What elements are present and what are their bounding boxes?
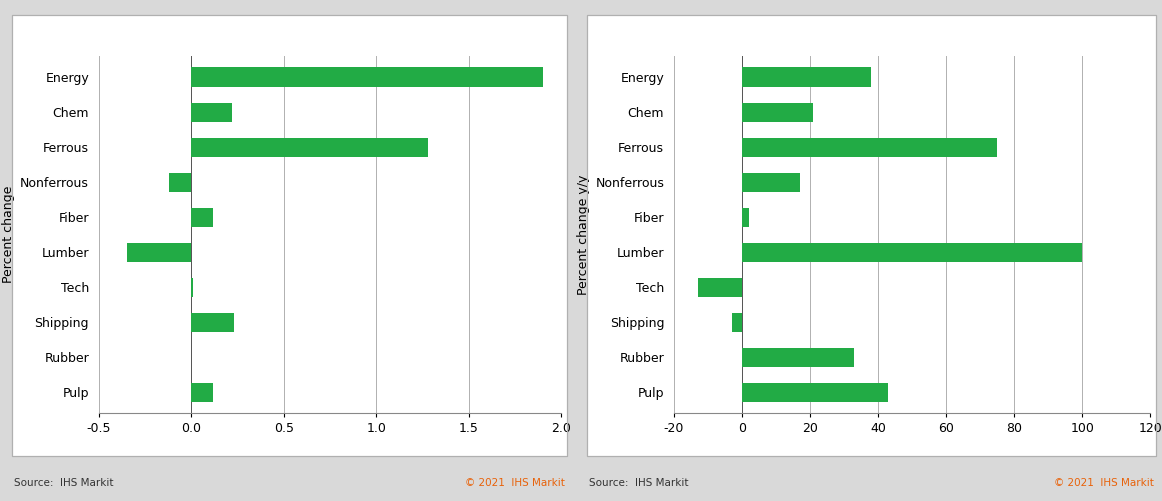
Bar — [743, 103, 813, 122]
Bar — [192, 278, 193, 297]
Bar — [192, 313, 234, 332]
Bar — [192, 138, 428, 157]
Y-axis label: Percent change: Percent change — [1, 186, 15, 284]
Bar — [127, 242, 192, 262]
Bar — [743, 138, 997, 157]
Y-axis label: Percent change y/y: Percent change y/y — [576, 174, 590, 295]
Bar — [743, 348, 854, 367]
Bar — [697, 278, 743, 297]
Bar — [743, 172, 799, 192]
Text: Source:  IHS Markit: Source: IHS Markit — [14, 478, 114, 488]
Bar — [743, 242, 1082, 262]
Bar — [192, 68, 543, 87]
Text: © 2021  IHS Markit: © 2021 IHS Markit — [1054, 478, 1154, 488]
Text: © 2021  IHS Markit: © 2021 IHS Markit — [465, 478, 565, 488]
Text: Movement in price year-over-year: Movement in price year-over-year — [593, 26, 859, 40]
Bar — [192, 103, 232, 122]
Bar — [168, 172, 192, 192]
Text: Contribution to MPI by component last week: Contribution to MPI by component last we… — [17, 26, 367, 40]
Bar — [192, 207, 214, 227]
Bar — [732, 313, 743, 332]
Bar — [192, 383, 214, 402]
Bar — [743, 68, 872, 87]
Bar — [743, 383, 888, 402]
Text: Source:  IHS Markit: Source: IHS Markit — [589, 478, 689, 488]
Bar — [743, 207, 748, 227]
